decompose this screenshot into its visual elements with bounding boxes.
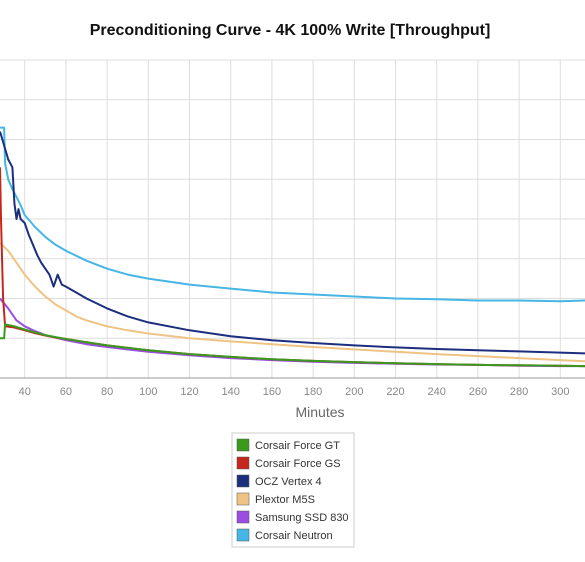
series-line-plextor-m5s bbox=[0, 242, 585, 363]
legend-label: Plextor M5S bbox=[255, 494, 315, 506]
legend-label: Samsung SSD 830 bbox=[255, 512, 349, 524]
series-line-corsair-force-gt bbox=[0, 323, 585, 368]
legend-label: OCZ Vertex 4 bbox=[255, 476, 322, 488]
x-tick-label: 280 bbox=[510, 386, 528, 398]
legend-swatch bbox=[236, 474, 250, 488]
x-tick-label: 160 bbox=[263, 386, 281, 398]
x-tick-label: 120 bbox=[180, 386, 198, 398]
legend-label: Corsair Neutron bbox=[255, 530, 333, 542]
legend-swatch bbox=[236, 528, 250, 542]
x-tick-label: 80 bbox=[101, 386, 113, 398]
legend-label: Corsair Force GT bbox=[255, 440, 340, 452]
x-tick-label: 140 bbox=[222, 386, 240, 398]
x-tick-label: 240 bbox=[428, 386, 446, 398]
series-line-corsair-force-gs bbox=[0, 167, 585, 368]
legend-label: Corsair Force GS bbox=[255, 458, 341, 470]
series-line-ocz-vertex-4 bbox=[0, 131, 585, 355]
series-line-corsair-neutron bbox=[0, 126, 585, 303]
legend-swatch bbox=[236, 492, 250, 506]
legend-swatch bbox=[236, 510, 250, 524]
x-tick-label: 220 bbox=[386, 386, 404, 398]
legend: Corsair Force GT Corsair Force GS OCZ Vert… bbox=[231, 432, 355, 548]
x-tick-label: 300 bbox=[551, 386, 569, 398]
x-tick-label: 180 bbox=[304, 386, 322, 398]
x-tick-label: 200 bbox=[345, 386, 363, 398]
legend-swatch bbox=[236, 438, 250, 452]
gridlines bbox=[0, 59, 585, 379]
series-lines bbox=[0, 126, 585, 368]
series-line-samsung-ssd-830 bbox=[0, 297, 585, 368]
x-tick-label: 60 bbox=[60, 386, 72, 398]
x-tick-label: 40 bbox=[19, 386, 31, 398]
x-tick-label: 260 bbox=[469, 386, 487, 398]
chart-title: Preconditioning Curve - 4K 100% Write [T… bbox=[90, 22, 491, 39]
legend-swatch bbox=[236, 456, 250, 470]
x-axis: 40 60 80 100 120 140 160 180 200 220 240 260 280 300 bbox=[0, 377, 585, 398]
legend-box bbox=[231, 432, 355, 548]
x-axis-label: Minutes bbox=[295, 404, 344, 420]
x-tick-label: 100 bbox=[139, 386, 157, 398]
